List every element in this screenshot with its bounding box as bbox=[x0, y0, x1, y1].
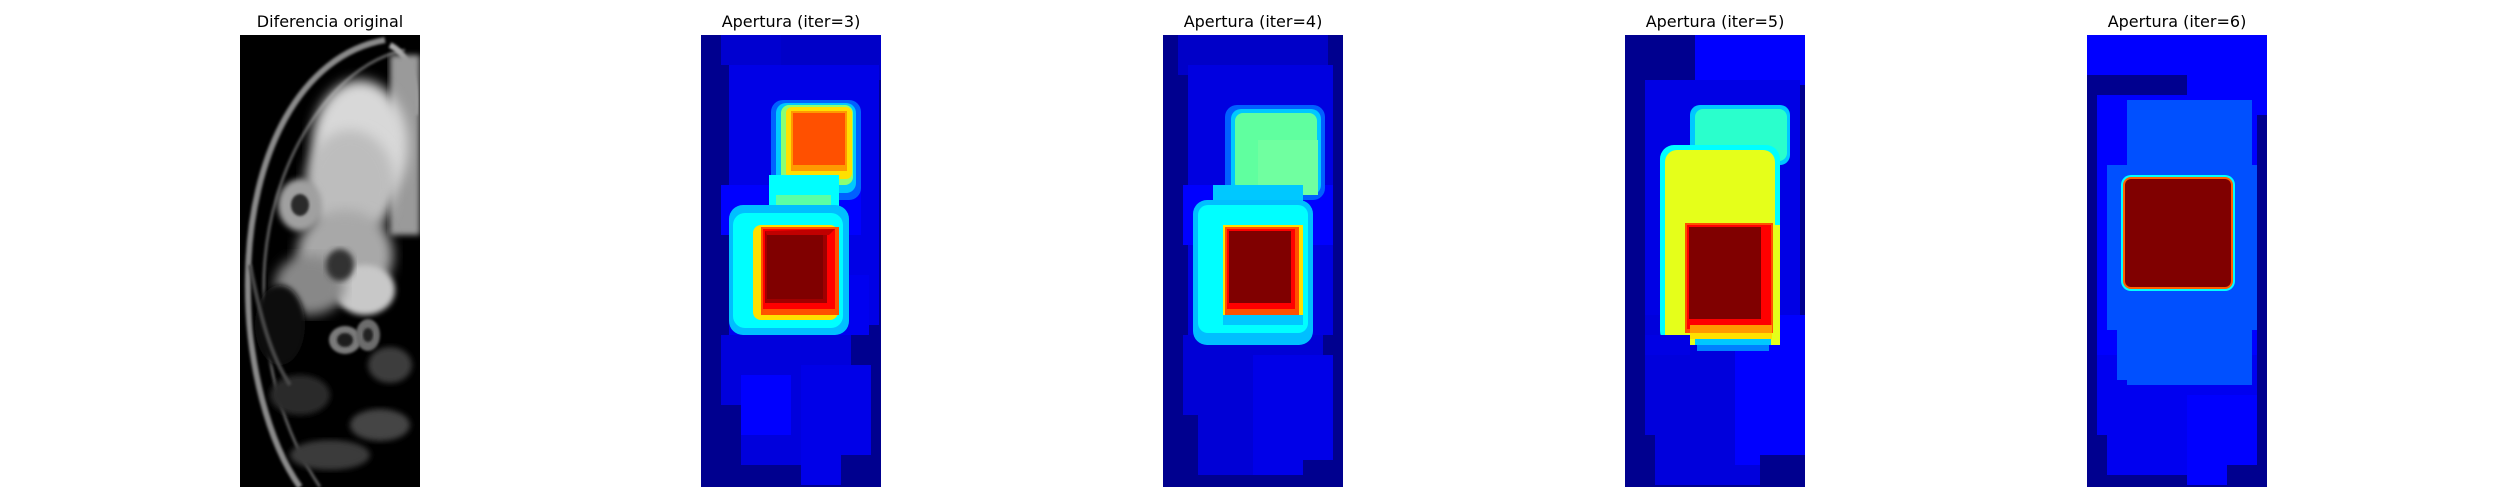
panel-title: Apertura (iter=4) bbox=[1183, 12, 1323, 31]
heatmap-image bbox=[2087, 35, 2267, 487]
panel-title: Diferencia original bbox=[256, 12, 404, 31]
panel-iter-5: Apertura (iter=5) bbox=[1625, 0, 1805, 500]
panel-iter-3: Apertura (iter=3) bbox=[701, 0, 881, 500]
heatmap-image bbox=[1163, 35, 1343, 487]
heatmap-image bbox=[701, 35, 881, 487]
grayscale-image bbox=[240, 35, 420, 487]
panel-original: Diferencia original bbox=[240, 0, 420, 500]
heatmap-image bbox=[1625, 35, 1805, 487]
panel-title: Apertura (iter=3) bbox=[721, 12, 861, 31]
panel-title: Apertura (iter=6) bbox=[2107, 12, 2247, 31]
panel-iter-4: Apertura (iter=4) bbox=[1163, 0, 1343, 500]
panel-title: Apertura (iter=5) bbox=[1645, 12, 1785, 31]
panel-iter-6: Apertura (iter=6) bbox=[2087, 0, 2267, 500]
